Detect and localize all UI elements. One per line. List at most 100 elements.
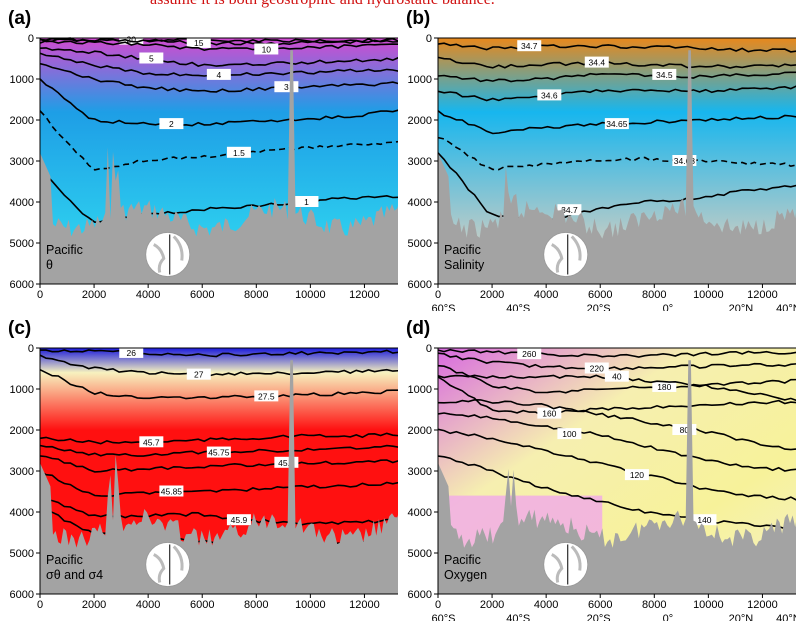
y-tick-label: 2000	[408, 425, 432, 437]
contour-label-bg	[584, 362, 609, 374]
seafloor	[40, 360, 398, 594]
contour-label-bg	[139, 52, 164, 64]
y-tick-label: 6000	[10, 589, 34, 601]
contour-label: 45.8	[278, 458, 295, 468]
contour-80	[437, 398, 796, 451]
x-tick-label: 6000	[190, 599, 214, 611]
contour-160	[437, 376, 796, 416]
contour-label-bg	[604, 370, 629, 382]
panel-label-line: Salinity	[444, 258, 485, 272]
contour-180	[437, 364, 796, 394]
contour-label: 1.5	[233, 148, 245, 158]
contour-15	[39, 38, 398, 46]
contour-label-bg	[206, 68, 231, 80]
x-tick-label: 4000	[534, 289, 558, 301]
y-tick-label: 5000	[408, 548, 432, 560]
panel-letter: (c)	[8, 318, 31, 339]
contour-34.6	[437, 85, 796, 102]
chart-svg: 34.7 34.4 34.5 34.6 34.65 34.68 34.7 0 1000 2000 3…	[406, 8, 796, 311]
y-tick-label: 2000	[10, 425, 34, 437]
contour-220	[437, 352, 796, 371]
lat-tick-label: 40°N	[776, 613, 796, 621]
contour-45.9	[39, 494, 398, 526]
contour-label: 160	[542, 409, 556, 419]
y-tick-label: 0	[28, 343, 34, 355]
contour-label-bg	[652, 68, 677, 80]
contour-45.8	[39, 455, 398, 473]
contour-45.7	[39, 432, 398, 445]
y-tick-label: 4000	[10, 197, 34, 209]
lat-tick-label: 60°S	[431, 613, 455, 621]
y-tick-label: 5000	[10, 238, 34, 250]
contour-label: 45.85	[161, 487, 183, 497]
contour-label: 260	[522, 349, 536, 359]
contour-label-bg	[119, 33, 144, 45]
y-tick-label: 3000	[10, 156, 34, 168]
contour-1.5	[39, 110, 398, 171]
x-tick-label: 6000	[588, 289, 612, 301]
contour-label-bg	[604, 118, 629, 130]
y-tick-label: 2000	[408, 115, 432, 127]
globe-icon	[543, 232, 589, 277]
contour-100	[437, 412, 796, 472]
globe-icon	[543, 542, 589, 587]
seafloor	[438, 360, 796, 594]
contour-label: 34.4	[589, 58, 606, 68]
figure-caption: assume it is both geostrophic and hydros…	[150, 0, 670, 9]
contour-10	[39, 39, 398, 52]
x-tick-label: 12000	[747, 289, 778, 301]
contour-label-bg	[119, 346, 144, 358]
x-tick-label: 10000	[295, 599, 326, 611]
y-tick-label: 3000	[10, 466, 34, 478]
globe-icon	[145, 232, 191, 277]
contour-label: 45.75	[208, 448, 230, 458]
y-tick-label: 6000	[408, 279, 432, 291]
contour-label-bg	[692, 514, 717, 526]
x-tick-label: 0	[435, 289, 441, 301]
contour-label: 140	[697, 515, 711, 525]
x-tick-label: 2000	[480, 599, 504, 611]
x-tick-label: 6000	[588, 599, 612, 611]
seafloor	[40, 50, 398, 284]
contour-label: 45.7	[143, 437, 160, 447]
lat-tick-label: 20°S	[587, 303, 611, 311]
x-tick-label: 2000	[82, 289, 106, 301]
contour-260	[437, 348, 796, 358]
x-tick-label: 8000	[642, 289, 666, 301]
x-tick-label: 4000	[534, 599, 558, 611]
x-tick-label: 8000	[244, 599, 268, 611]
contour-label: 34.7	[561, 205, 578, 215]
x-tick-label: 6000	[190, 289, 214, 301]
panel-label-line: Pacific	[46, 553, 83, 567]
contour-label-bg	[537, 407, 562, 419]
contour-label-bg	[517, 40, 542, 52]
contour-label-bg	[254, 390, 279, 402]
x-tick-label: 4000	[136, 289, 160, 301]
lat-tick-label: 20°N	[729, 613, 754, 621]
contour-label-bg	[186, 368, 211, 380]
contour-5	[39, 47, 398, 67]
globe-land	[551, 545, 582, 583]
contour-34.7	[437, 42, 796, 53]
y-tick-label: 1000	[10, 74, 34, 86]
lat-tick-label: 20°S	[587, 613, 611, 621]
contour-label: 5	[149, 54, 154, 64]
panel-label-line: Oxygen	[444, 568, 487, 582]
x-tick-label: 0	[37, 289, 43, 301]
y-tick-label: 1000	[10, 384, 34, 396]
x-tick-label: 2000	[82, 599, 106, 611]
contour-label-bg	[652, 380, 677, 392]
contour-2	[39, 78, 398, 127]
y-tick-label: 2000	[10, 115, 34, 127]
lat-tick-label: 40°S	[506, 613, 530, 621]
contour-label-bg	[186, 36, 211, 48]
contour-label: 20	[127, 35, 137, 45]
lat-tick-label: 0°	[663, 613, 674, 621]
x-tick-label: 10000	[693, 599, 724, 611]
contour-140	[437, 455, 796, 530]
globe-land	[551, 235, 582, 273]
panel-b: 34.7 34.4 34.5 34.6 34.65 34.68 34.7 0 1000 2000 3…	[398, 0, 796, 311]
contour-label-bg	[537, 89, 562, 101]
y-tick-label: 0	[426, 33, 432, 45]
contour-label: 40	[612, 372, 622, 382]
